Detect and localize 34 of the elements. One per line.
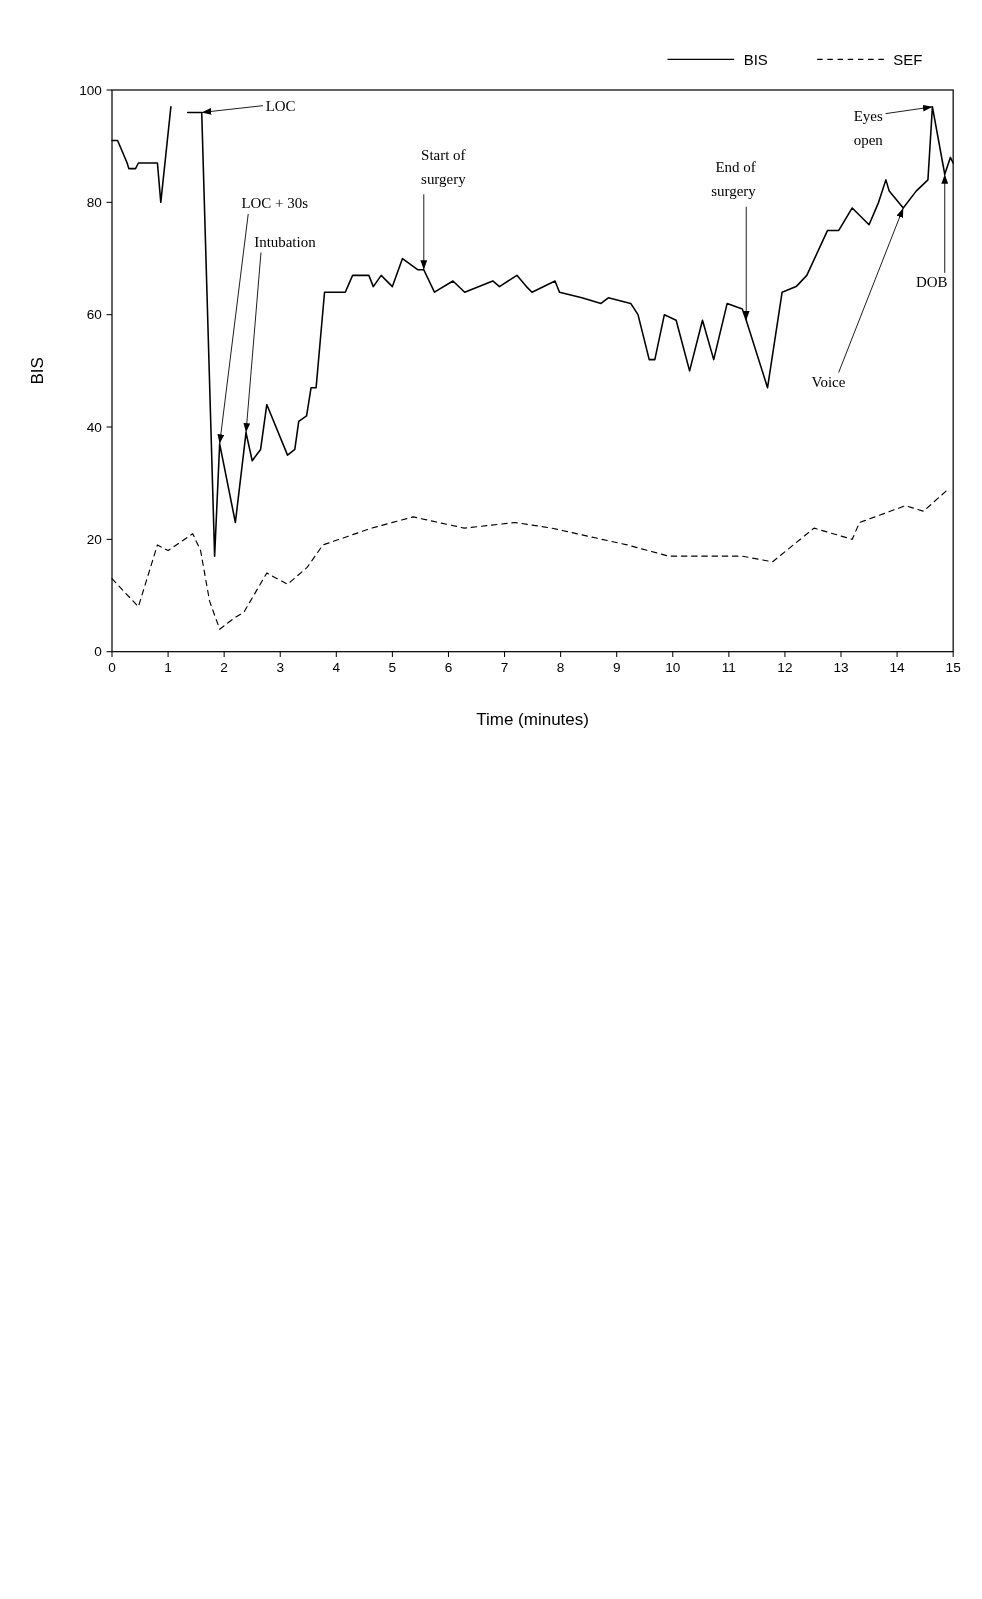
annotation: End of surgery: [711, 159, 757, 200]
y-tick-label: 20: [86, 531, 103, 547]
y-tick-label: 0: [94, 644, 103, 660]
x-tick-label: 4: [332, 659, 341, 675]
annotation: Eyes open: [853, 108, 884, 149]
annotation: LOC + 30s: [241, 195, 309, 212]
y-tick-label: 100: [79, 82, 103, 98]
x-tick-label: 7: [500, 659, 509, 675]
annotation: Intubation: [254, 233, 317, 250]
y-tick-label: 40: [86, 419, 103, 435]
y-tick-label: 60: [86, 307, 103, 323]
x-tick-label: 0: [108, 659, 117, 675]
x-tick-label: 5: [388, 659, 397, 675]
x-tick-label: 1: [164, 659, 172, 675]
annotation: Voice: [811, 374, 846, 391]
x-tick-label: 14: [889, 659, 906, 675]
x-tick-label: 12: [777, 659, 793, 675]
y-tick-label: 80: [86, 194, 103, 210]
x-tick-label: 6: [444, 659, 453, 675]
x-axis-title: Time (minutes): [476, 710, 589, 730]
x-tick-label: 11: [721, 659, 736, 675]
x-tick-label: 2: [220, 659, 228, 675]
annotation: Start of surgery: [421, 146, 467, 187]
x-tick-label: 8: [556, 659, 565, 675]
x-tick-label: 3: [276, 659, 285, 675]
x-tick-label: 13: [833, 659, 849, 675]
x-tick-label: 15: [945, 659, 961, 675]
legend-label: BIS: [743, 50, 768, 68]
annotation: DOB: [915, 273, 948, 290]
annotation: LOC: [265, 97, 296, 114]
x-tick-label: 10: [665, 659, 681, 675]
y-axis-title: BIS: [27, 357, 47, 385]
x-tick-label: 9: [612, 659, 621, 675]
legend-label: SEF: [893, 50, 923, 68]
